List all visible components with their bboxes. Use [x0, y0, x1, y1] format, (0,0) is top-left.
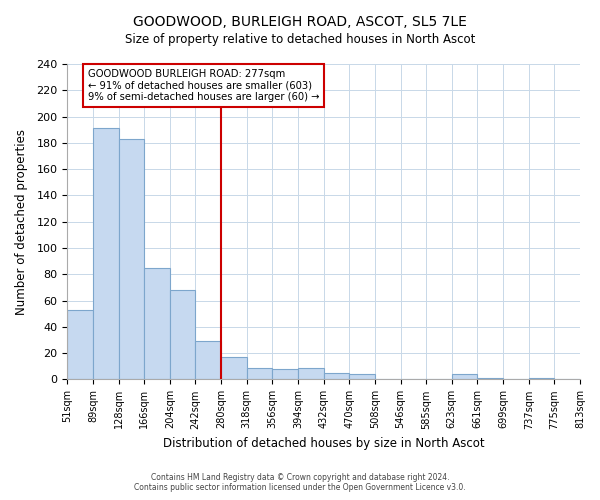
Bar	[170, 290, 196, 380]
Text: GOODWOOD BURLEIGH ROAD: 277sqm
← 91% of detached houses are smaller (603)
9% of : GOODWOOD BURLEIGH ROAD: 277sqm ← 91% of …	[88, 70, 319, 102]
Y-axis label: Number of detached properties: Number of detached properties	[15, 128, 28, 314]
Bar	[298, 368, 323, 380]
Bar	[323, 373, 349, 380]
Bar	[119, 139, 144, 380]
Bar	[67, 310, 93, 380]
Text: GOODWOOD, BURLEIGH ROAD, ASCOT, SL5 7LE: GOODWOOD, BURLEIGH ROAD, ASCOT, SL5 7LE	[133, 15, 467, 29]
Bar	[247, 368, 272, 380]
Bar	[93, 128, 119, 380]
Bar	[478, 378, 503, 380]
Text: Size of property relative to detached houses in North Ascot: Size of property relative to detached ho…	[125, 32, 475, 46]
X-axis label: Distribution of detached houses by size in North Ascot: Distribution of detached houses by size …	[163, 437, 484, 450]
Bar	[196, 342, 221, 380]
Bar	[529, 378, 554, 380]
Bar	[221, 357, 247, 380]
Text: Contains HM Land Registry data © Crown copyright and database right 2024.
Contai: Contains HM Land Registry data © Crown c…	[134, 473, 466, 492]
Bar	[272, 369, 298, 380]
Bar	[144, 268, 170, 380]
Bar	[349, 374, 375, 380]
Bar	[452, 374, 478, 380]
